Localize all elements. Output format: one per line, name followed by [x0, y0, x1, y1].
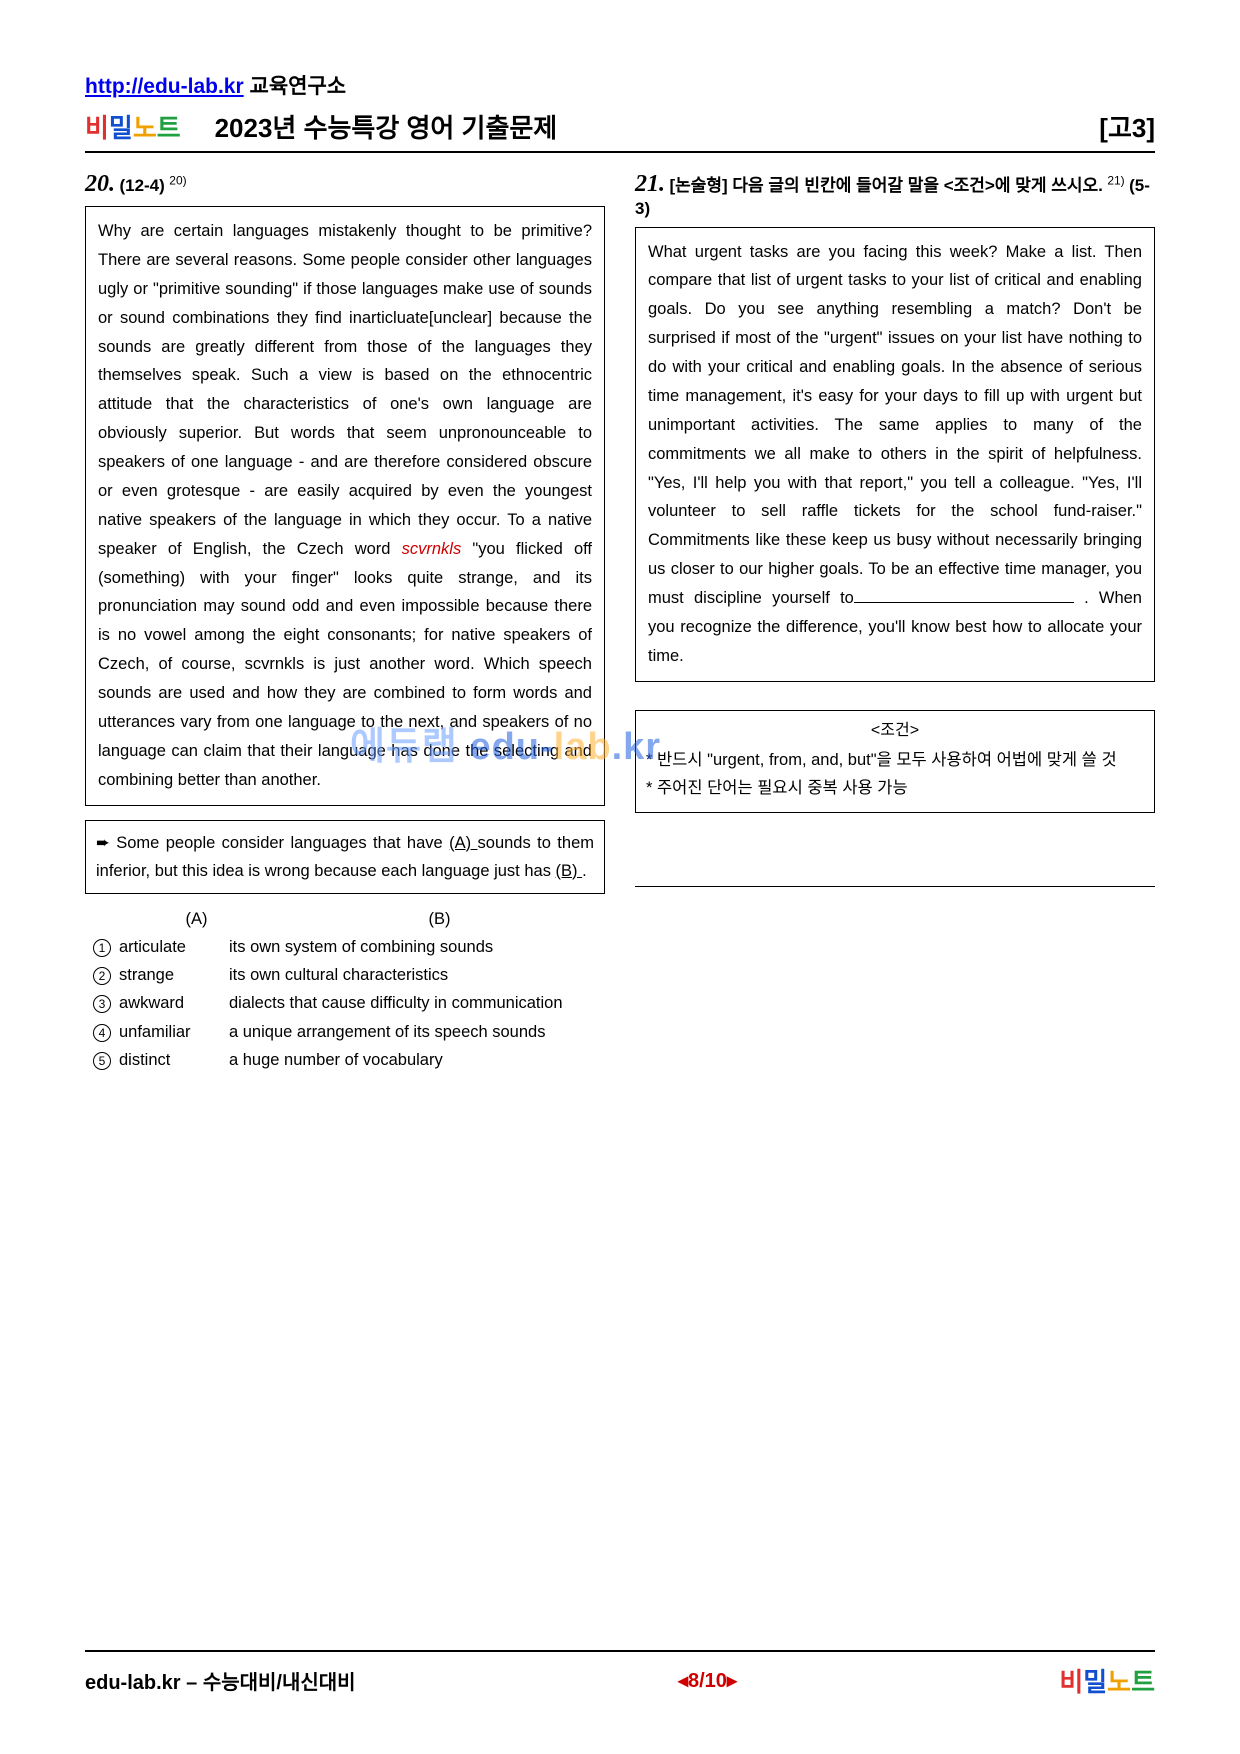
- cond-2: * 주어진 단어는 필요시 중복 사용 가능: [646, 774, 1144, 802]
- q20-ref: (12-4): [119, 176, 164, 195]
- q21-conditions-box: <조건> * 반드시 "urgent, from, and, but"을 모두 …: [635, 710, 1155, 813]
- left-column: 20. (12-4) 20) Why are certain languages…: [85, 171, 605, 1077]
- q20-passage-2: "you flicked off (something) with your f…: [98, 540, 592, 789]
- main-title: 2023년 수능특강 영어 기출문제: [215, 113, 558, 143]
- choice-num-2: 2: [93, 967, 111, 985]
- footer-logo-3: 노: [1107, 1667, 1131, 1697]
- q21-heading: 21. [논술형] 다음 글의 빈칸에 들어갈 말을 <조건>에 맞게 쓰시오.…: [635, 171, 1155, 219]
- cond-title: <조건>: [646, 717, 1144, 744]
- answer-line[interactable]: [635, 863, 1155, 887]
- col-a-header: (A): [119, 908, 274, 930]
- choice-4-a: unfamiliar: [119, 1021, 229, 1043]
- header-suffix: 교육연구소: [244, 75, 346, 98]
- choice-row[interactable]: 4 unfamiliar a unique arrangement of its…: [85, 1021, 605, 1043]
- q20-choices: (A) (B) 1 articulate its own system of c…: [85, 908, 605, 1072]
- logo-char-4: 트: [157, 113, 181, 143]
- choice-3-a: awkward: [119, 992, 229, 1014]
- choice-row[interactable]: 5 distinct a huge number of vocabulary: [85, 1049, 605, 1071]
- choice-row[interactable]: 3 awkward dialects that cause difficulty…: [85, 992, 605, 1014]
- title-row: 비밀노트 2023년 수능특강 영어 기출문제 [고3]: [85, 108, 1155, 153]
- q20-summary-pre: ➨ Some people consider languages that ha…: [96, 834, 449, 852]
- logo-char-3: 노: [133, 113, 157, 143]
- q20-passage-box: Why are certain languages mistakenly tho…: [85, 206, 605, 806]
- choice-num-3: 3: [93, 995, 111, 1013]
- logo-char-1: 비: [85, 113, 109, 143]
- choice-2-a: strange: [119, 964, 229, 986]
- footer-logo: 비밀노트: [1059, 1662, 1155, 1699]
- choice-1-a: articulate: [119, 936, 229, 958]
- q20-czech-word: scvrnkls: [402, 540, 462, 558]
- choice-2-b: its own cultural characteristics: [229, 964, 605, 986]
- q20-sup: 20): [169, 174, 186, 188]
- q21-number: 21.: [635, 171, 665, 197]
- q21-sup: 21): [1107, 174, 1124, 188]
- header-block: http://edu-lab.kr 교육연구소 비밀노트 2023년 수능특강 …: [85, 70, 1155, 153]
- footer-page: ◂8/10▸: [678, 1668, 737, 1693]
- footer-logo-1: 비: [1059, 1667, 1083, 1697]
- choice-row[interactable]: 2 strange its own cultural characteristi…: [85, 964, 605, 986]
- choice-1-b: its own system of combining sounds: [229, 936, 605, 958]
- grade-badge: [고3]: [1099, 108, 1155, 145]
- q21-title: [논술형] 다음 글의 빈칸에 들어갈 말을 <조건>에 맞게 쓰시오.: [669, 176, 1102, 195]
- choice-header: (A) (B): [85, 908, 605, 930]
- q21-blank[interactable]: [854, 587, 1074, 604]
- header-url[interactable]: http://edu-lab.kr: [85, 75, 244, 98]
- q20-passage-1: Why are certain languages mistakenly tho…: [98, 222, 592, 558]
- cond-1: * 반드시 "urgent, from, and, but"을 모두 사용하여 …: [646, 746, 1144, 774]
- col-b-header: (B): [274, 908, 605, 930]
- q20-heading: 20. (12-4) 20): [85, 171, 605, 198]
- choice-3-b: dialects that cause difficulty in commun…: [229, 992, 605, 1014]
- q20-blank-a: (A): [449, 834, 477, 852]
- footer-left: edu-lab.kr – 수능대비/내신대비: [85, 1666, 356, 1695]
- logo-small: 비밀노트: [85, 113, 188, 143]
- logo-char-2: 밀: [109, 113, 133, 143]
- choice-num-4: 4: [93, 1024, 111, 1042]
- choice-row[interactable]: 1 articulate its own system of combining…: [85, 936, 605, 958]
- logo-and-title: 비밀노트 2023년 수능특강 영어 기출문제: [85, 108, 557, 145]
- q21-passage-box: What urgent tasks are you facing this we…: [635, 227, 1155, 682]
- q21-passage-pre: What urgent tasks are you facing this we…: [648, 243, 1142, 608]
- right-column: 21. [논술형] 다음 글의 빈칸에 들어갈 말을 <조건>에 맞게 쓰시오.…: [635, 171, 1155, 1077]
- choice-4-b: a unique arrangement of its speech sound…: [229, 1021, 605, 1043]
- q20-summary-end: .: [582, 862, 587, 880]
- footer: edu-lab.kr – 수능대비/내신대비 ◂8/10▸ 비밀노트: [85, 1650, 1155, 1699]
- q20-blank-b: (B): [556, 862, 583, 880]
- choice-num-5: 5: [93, 1052, 111, 1070]
- footer-logo-2: 밀: [1083, 1667, 1107, 1697]
- q20-number: 20.: [85, 171, 115, 197]
- footer-logo-4: 트: [1131, 1667, 1155, 1697]
- content-columns: 20. (12-4) 20) Why are certain languages…: [85, 171, 1155, 1077]
- q20-summary-box: ➨ Some people consider languages that ha…: [85, 820, 605, 894]
- choice-5-a: distinct: [119, 1049, 229, 1071]
- choice-5-b: a huge number of vocabulary: [229, 1049, 605, 1071]
- choice-num-1: 1: [93, 939, 111, 957]
